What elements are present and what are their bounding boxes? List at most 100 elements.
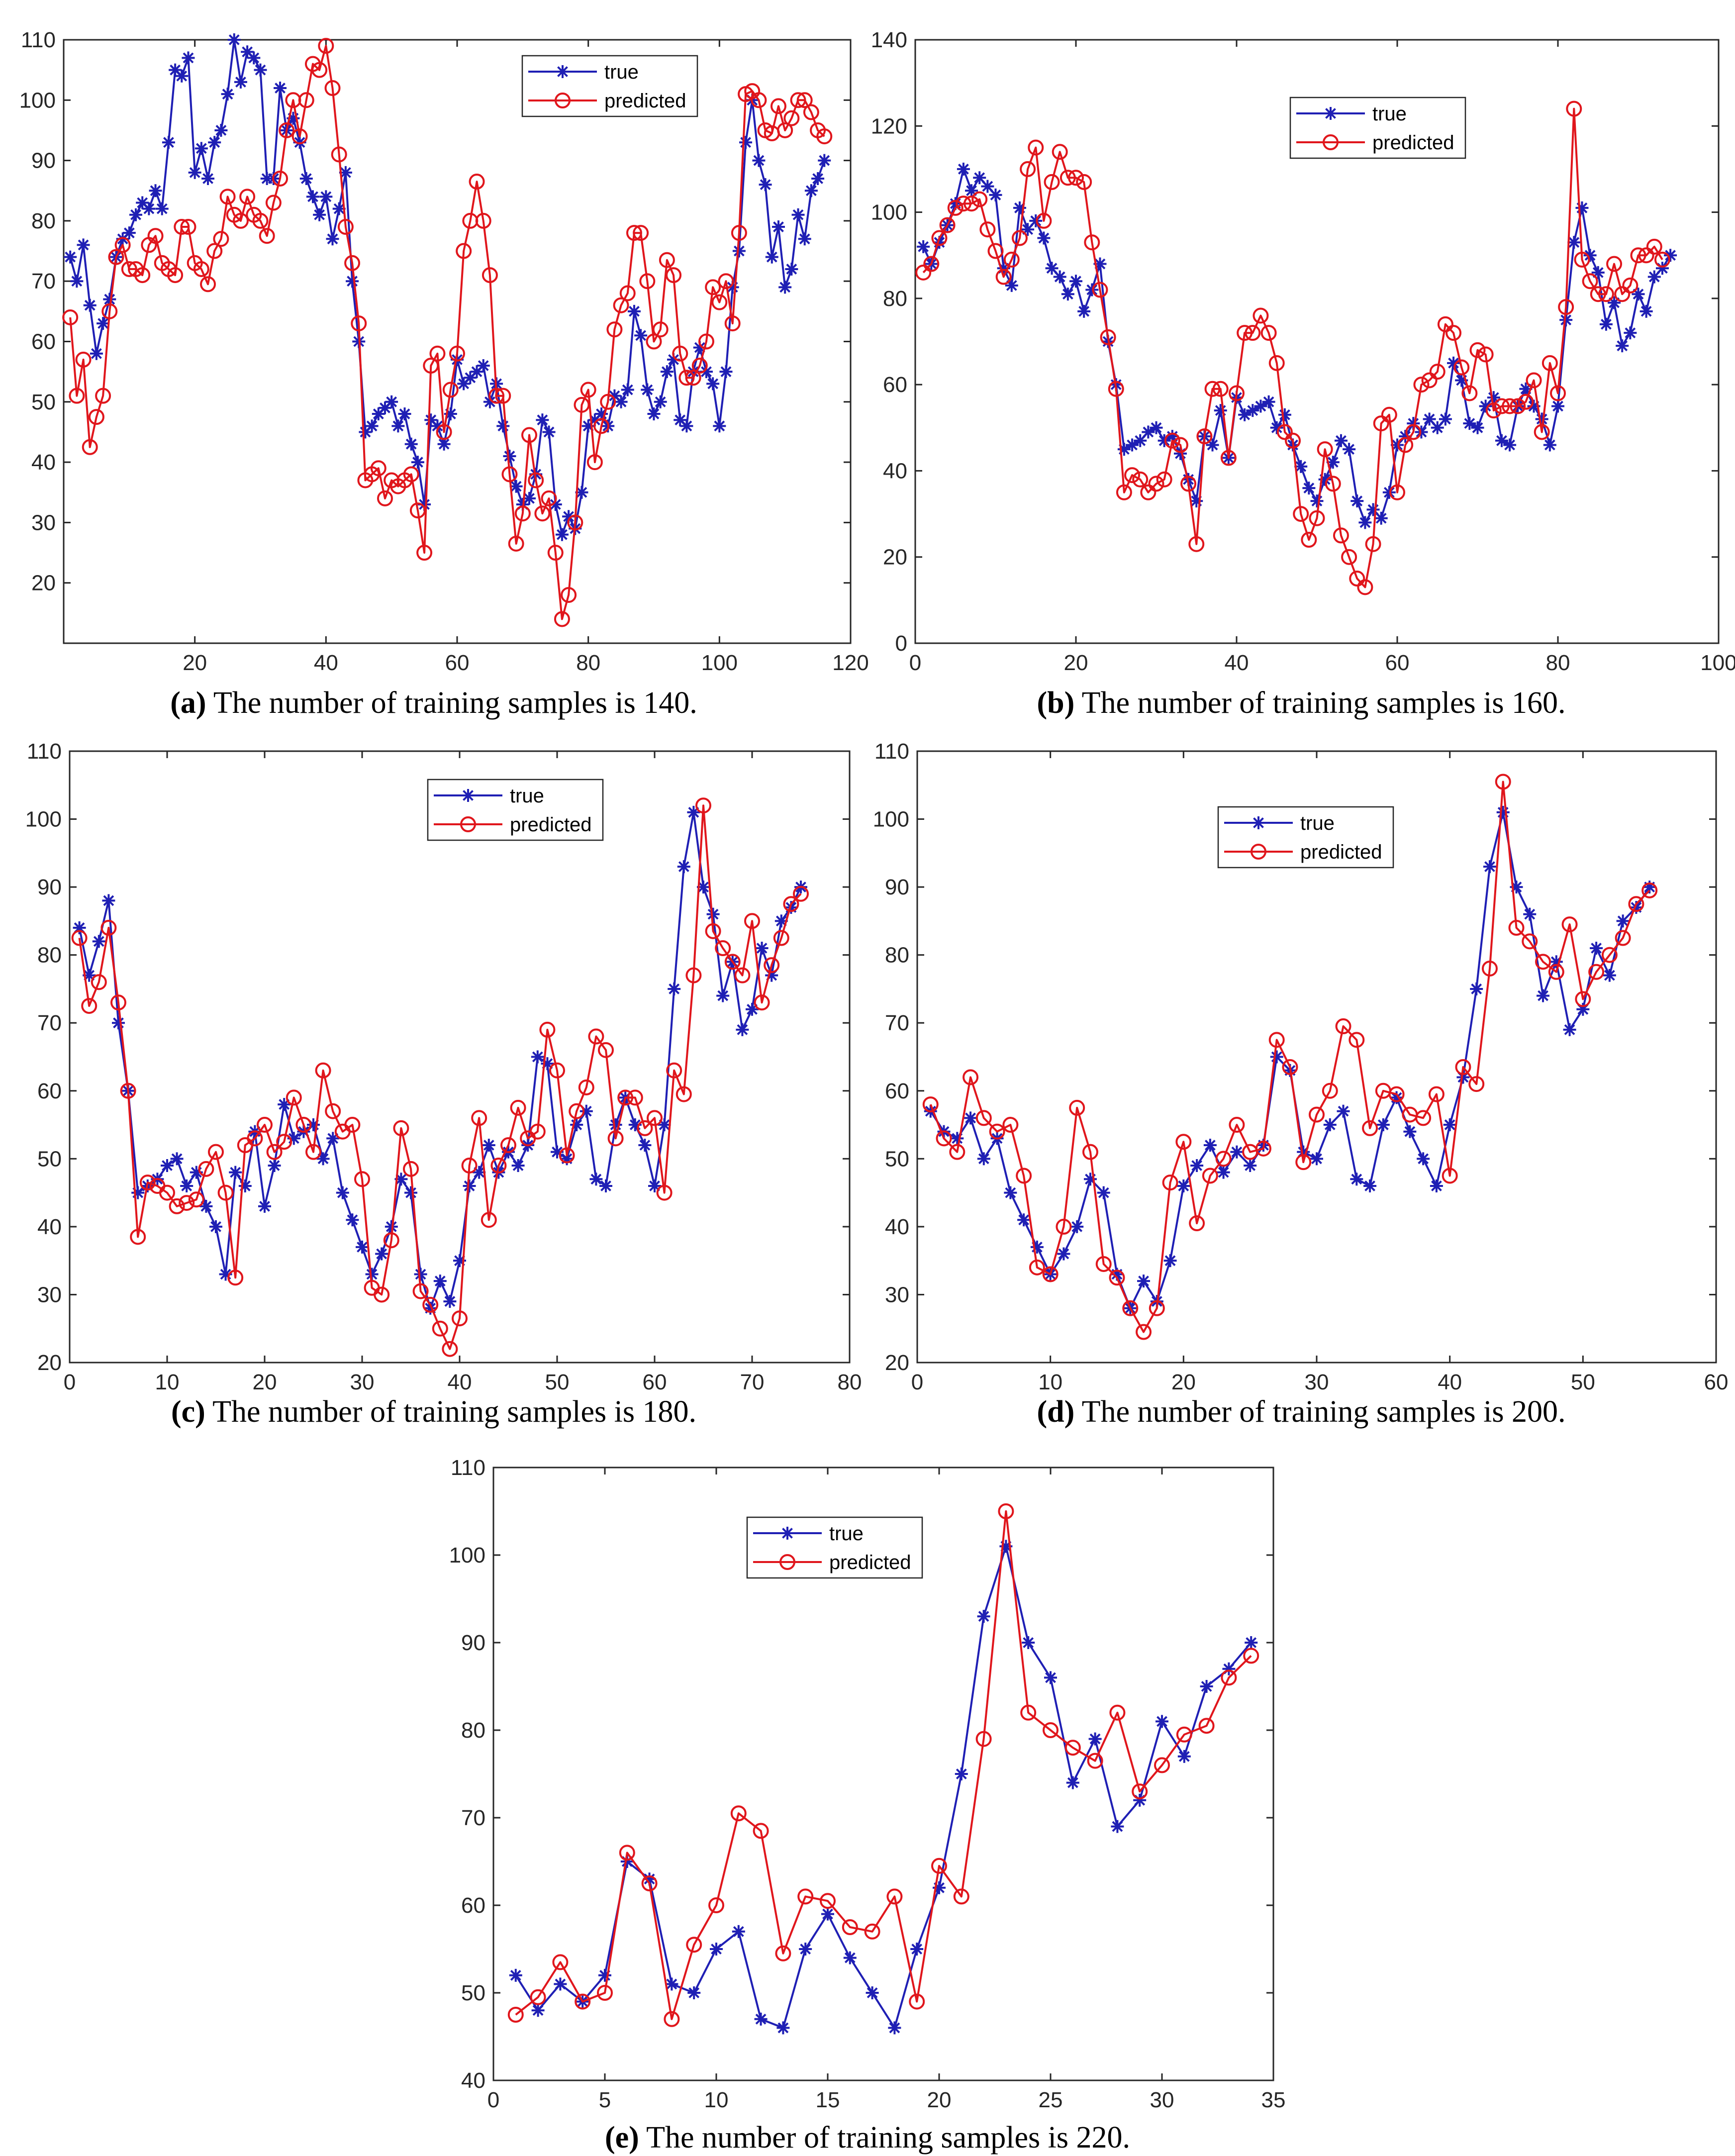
- data-point-predicted: [790, 92, 806, 108]
- data-point-predicted: [639, 273, 656, 290]
- chart-d: 0 10 20 30 40 50 60 20 30 40 50 60 70 80 90 100 110 true p…: [873, 739, 1729, 1394]
- data-point-true: [1423, 412, 1436, 426]
- data-point-true: [752, 154, 766, 167]
- data-point-true: [706, 377, 720, 391]
- x-tick-label: 60: [1704, 1370, 1729, 1394]
- x-tick-label: 20: [1171, 1370, 1196, 1394]
- data-point-true: [739, 136, 753, 149]
- data-point-true: [549, 498, 562, 511]
- series-line-predicted: [515, 1510, 1252, 2020]
- data-point-true: [1323, 1118, 1337, 1132]
- data-point-predicted: [783, 110, 800, 126]
- data-point-true: [634, 329, 648, 342]
- x-tick-label: 80: [576, 651, 600, 675]
- data-point-predicted: [1641, 882, 1658, 898]
- y-tick-label: 30: [885, 1282, 909, 1307]
- legend-box: [427, 779, 604, 841]
- data-point-predicted: [1116, 484, 1132, 500]
- data-point-predicted: [305, 1144, 321, 1160]
- data-point-predicted: [200, 276, 216, 293]
- x-tick-label: 40: [448, 1370, 472, 1394]
- data-point-predicted: [580, 382, 596, 398]
- data-point-true: [1343, 443, 1356, 456]
- data-point-predicted: [252, 212, 269, 229]
- data-point-predicted: [1590, 286, 1606, 302]
- data-point-predicted: [508, 535, 524, 552]
- data-point-true: [977, 1610, 990, 1623]
- y-tick-label: 50: [31, 390, 56, 414]
- data-point-predicted: [416, 545, 433, 561]
- data-point-predicted: [1162, 1175, 1178, 1191]
- data-point-predicted: [298, 92, 314, 108]
- data-point-true: [149, 184, 162, 197]
- data-point-predicted: [1341, 549, 1357, 565]
- data-point-predicted: [561, 587, 577, 603]
- data-point-true: [677, 860, 690, 874]
- data-point-true: [180, 1179, 193, 1192]
- y-tick-label: 110: [21, 28, 56, 52]
- data-point-predicted: [923, 256, 940, 272]
- data-point-true: [627, 304, 641, 318]
- data-point-predicted: [180, 219, 196, 235]
- data-point-predicted: [1453, 359, 1470, 376]
- data-point-true: [268, 1159, 281, 1172]
- legend-marker-true: [556, 65, 569, 78]
- data-point-true: [951, 1132, 964, 1145]
- data-point-predicted: [1630, 247, 1646, 264]
- data-point-predicted: [272, 170, 289, 187]
- data-point-true: [888, 2021, 901, 2035]
- data-point-predicted: [206, 243, 223, 259]
- data-point-predicted: [500, 1137, 516, 1154]
- data-point-predicted: [1481, 960, 1498, 977]
- data-point-predicted: [1087, 1753, 1103, 1769]
- data-point-predicted: [567, 514, 583, 531]
- y-tick-label: 40: [37, 1215, 62, 1239]
- chart-panel-e: 0 5 10 15 20 25 30 35 40 50 60 70 80 90 100 110 true pred…: [434, 1428, 1301, 2156]
- data-point-true: [299, 172, 313, 185]
- data-point-true: [1085, 283, 1099, 296]
- data-point-predicted: [936, 1130, 952, 1147]
- legend-marker-predicted: [1323, 134, 1339, 150]
- data-point-true: [765, 250, 778, 264]
- data-point-predicted: [507, 2007, 524, 2023]
- data-point-predicted: [939, 217, 956, 233]
- data-point-predicted: [691, 358, 708, 374]
- data-point-true: [1496, 805, 1510, 819]
- data-point-true: [188, 166, 201, 179]
- caption-c: (c) The number of training samples is 18…: [171, 1395, 697, 1429]
- x-tick-label: 50: [545, 1370, 570, 1394]
- data-point-true: [1495, 434, 1508, 447]
- data-point-predicted: [864, 1923, 880, 1940]
- data-point-predicted: [259, 228, 275, 244]
- legend-marker-true: [781, 1527, 794, 1540]
- x-tick-label: 60: [1385, 651, 1410, 675]
- y-tick-label: 90: [461, 1631, 485, 1655]
- data-point-true: [1203, 1139, 1217, 1152]
- data-point-true: [1190, 1159, 1204, 1172]
- data-point-predicted: [1561, 916, 1578, 933]
- data-point-predicted: [593, 418, 610, 434]
- data-point-predicted: [1028, 139, 1044, 156]
- data-point-predicted: [1198, 1718, 1215, 1734]
- y-tick-label: 40: [885, 1215, 909, 1239]
- caption-e: (e) The number of training samples is 22…: [604, 2121, 1131, 2155]
- data-point-predicted: [1220, 450, 1237, 466]
- data-point-true: [214, 123, 228, 137]
- data-point-predicted: [600, 393, 616, 410]
- data-point-true: [973, 171, 986, 185]
- data-point-true: [554, 1977, 567, 1991]
- y-tick-label: 60: [31, 330, 56, 354]
- data-point-true: [536, 413, 549, 427]
- x-tick-label: 35: [1261, 2088, 1286, 2112]
- data-point-true: [710, 1943, 723, 1956]
- y-tick-label: 120: [871, 114, 907, 138]
- data-point-predicted: [705, 923, 721, 939]
- data-point-predicted: [820, 1893, 836, 1909]
- data-point-true: [122, 226, 136, 240]
- data-point-predicted: [1052, 144, 1068, 160]
- data-point-predicted: [783, 896, 799, 912]
- data-point-true: [1217, 1166, 1230, 1179]
- data-point-true: [1061, 288, 1074, 301]
- data-point-predicted: [1295, 1154, 1312, 1171]
- data-point-true: [1069, 275, 1082, 288]
